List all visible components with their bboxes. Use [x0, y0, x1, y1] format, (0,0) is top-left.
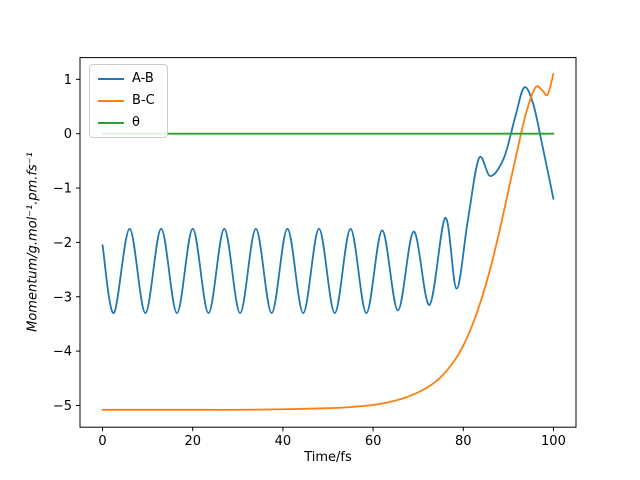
x-tick-label: 0	[98, 434, 106, 449]
y-tick-label: 1	[64, 73, 72, 88]
legend-label-ab: A-B	[132, 71, 154, 86]
x-axis-label: Time/fs	[304, 450, 352, 465]
legend-item-ab: A-B	[98, 71, 155, 87]
x-tick-label: 20	[184, 434, 201, 449]
x-tick-label: 80	[455, 434, 472, 449]
y-tick-label: −2	[53, 236, 72, 251]
x-tick-label: 100	[541, 434, 566, 449]
y-tick-label: −4	[53, 345, 72, 360]
x-tick-label: 40	[275, 434, 292, 449]
y-tick-label: −1	[53, 182, 72, 197]
legend: A-B B-C θ	[89, 64, 168, 138]
legend-label-theta: θ	[132, 115, 140, 130]
y-axis-label: Momentum/g.mol⁻¹.pm.fs⁻¹	[25, 152, 41, 332]
legend-item-bc: B-C	[98, 93, 155, 109]
y-tick-label: −5	[53, 399, 72, 414]
x-tick-label: 60	[365, 434, 382, 449]
legend-line-swatch-theta	[98, 122, 124, 124]
legend-label-bc: B-C	[132, 93, 155, 108]
legend-line-swatch-bc	[98, 100, 124, 102]
legend-line-swatch-ab	[98, 78, 124, 80]
y-tick-label: 0	[64, 127, 72, 142]
legend-item-theta: θ	[98, 115, 155, 131]
series-line-B-C	[101, 73, 555, 411]
series-line-A-B	[101, 86, 555, 314]
y-tick-label: −3	[53, 290, 72, 305]
